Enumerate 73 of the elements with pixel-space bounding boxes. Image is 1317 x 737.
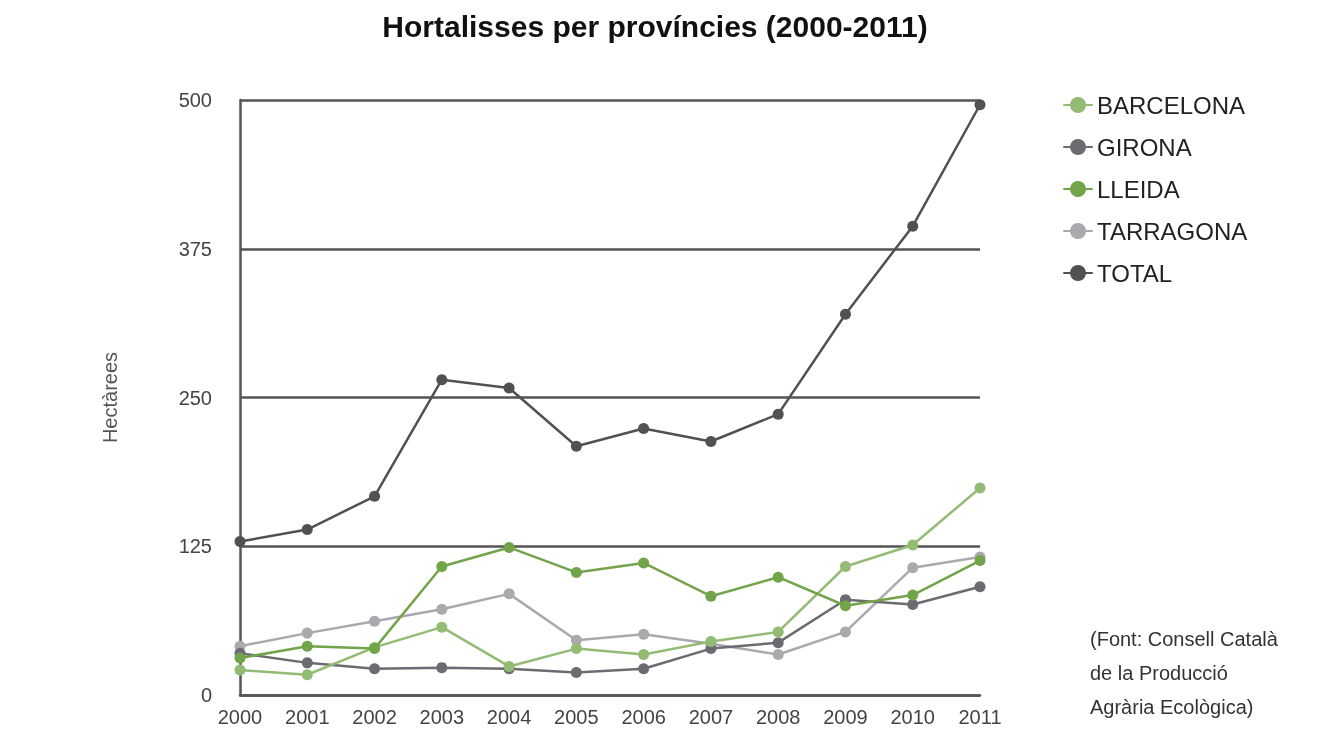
point [638,557,650,569]
point [907,539,919,551]
point [638,649,650,661]
point [503,588,515,600]
point [772,649,784,661]
y-axis-title: Hectàrees [99,351,121,444]
x-tick-label: 2009 [823,706,868,728]
legend-label: TARRAGONA [1097,217,1248,245]
point [907,599,919,611]
point [974,99,986,111]
point [570,643,582,655]
point [839,626,851,638]
point [436,603,448,615]
point [974,581,986,593]
point [301,640,313,652]
y-tick-label: 375 [178,237,212,260]
point [436,662,448,674]
x-tick-label: 2002 [352,706,397,728]
legend-label: LLEIDA [1097,175,1180,203]
point [907,589,919,601]
legend-label: TOTAL [1097,259,1173,287]
y-tick-label: 125 [178,535,212,558]
point [301,669,313,681]
legend-label: BARCELONA [1097,91,1246,119]
point [772,626,784,638]
point [436,621,448,633]
point [907,562,919,574]
point [570,666,582,678]
point [301,657,313,669]
x-tick-label: 2001 [285,706,330,728]
point [369,490,381,502]
x-tick-label: 2005 [554,706,599,728]
x-tick-label: 2007 [688,706,734,728]
x-tick-label: 2006 [621,706,666,728]
point [301,627,313,639]
x-tick-label: 2004 [486,706,532,728]
chart-title: Hortalisses per províncies (2000-2011) [382,9,928,43]
x-tick-label: 2010 [890,706,935,728]
point [772,637,784,649]
text: (Font: Consell Català de la Producció Agrària Ecològica) [1090,628,1284,718]
point [503,382,515,394]
y-tick-label: 250 [178,386,212,409]
point [234,664,246,676]
point [974,555,986,567]
point [772,408,784,420]
y-tick-label: 500 [178,89,212,111]
point [705,590,717,602]
point [234,652,246,664]
legend-label: GIRONA [1097,133,1192,161]
point [503,541,515,553]
x-tick-label: 2003 [419,706,465,728]
point [772,571,784,583]
x-tick-label: 2000 [217,706,263,728]
point [839,308,851,320]
y-tick-label: 0 [200,684,212,706]
point [839,560,851,572]
point [974,482,986,494]
point [907,220,919,232]
point [705,436,717,448]
point [234,535,246,547]
point [839,600,851,612]
point [638,422,650,434]
point [570,440,582,452]
point [301,524,313,536]
point [369,663,381,675]
x-tick-label: 2011 [958,706,1002,728]
point [436,374,448,386]
point [369,615,381,627]
point [570,566,582,578]
point [638,628,650,640]
point [436,560,448,572]
x-tick-label: 2008 [755,706,801,728]
point [638,663,650,675]
